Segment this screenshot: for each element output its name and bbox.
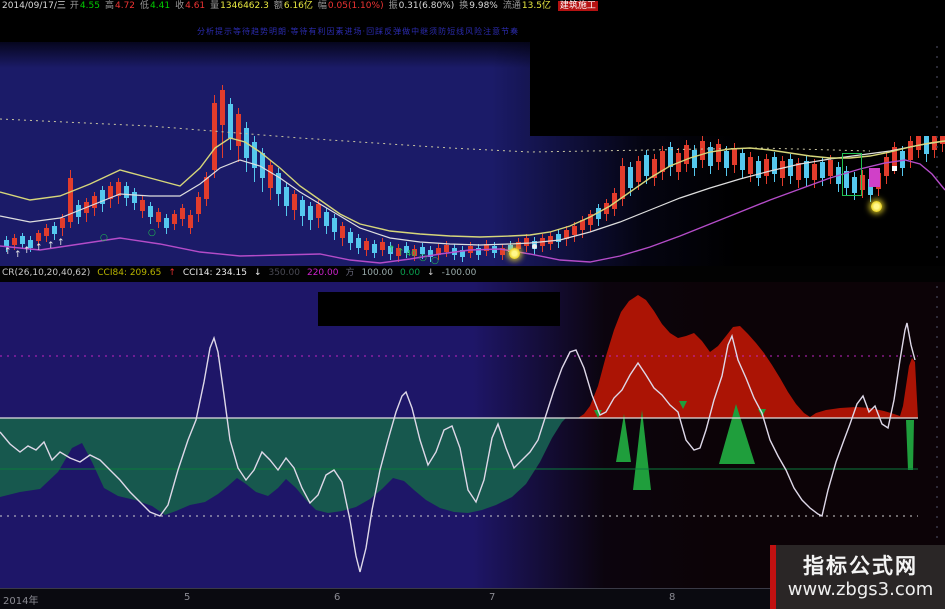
time-axis: 2014年 5 6 7 8 (0, 588, 945, 609)
right-axis-ticks (936, 286, 938, 584)
time-axis-label: 2014年 (3, 596, 39, 607)
signal-markers-layer: ↑↑↑↑↑↑○○↑↑40○○▼▼▼ (0, 42, 945, 284)
candlestick-panel[interactable]: ↑↑↑↑↑↑○○↑↑40○○▼▼▼ (0, 42, 945, 284)
blackout-region-indicator (318, 292, 560, 326)
indicator-header[interactable]: CR(26,10,20,40,62) CCI84: 209.65 ↑ CCI14: 2… (0, 266, 945, 282)
time-axis-label: 6 (334, 592, 341, 603)
watermark-url: www.zbgs3.com (787, 578, 934, 600)
cci-indicator-panel[interactable] (0, 282, 945, 588)
time-axis-label: 5 (184, 592, 191, 603)
right-axis-ticks (936, 46, 938, 262)
price-lines (0, 118, 945, 264)
sector-tag: 建筑施工 (557, 1, 598, 11)
cci-plot (0, 295, 918, 573)
time-axis-label: 8 (669, 592, 676, 603)
time-axis-label: 7 (489, 592, 496, 603)
blackout-region-top-right (530, 42, 945, 136)
faint-note: 分析提示等待趋势明朗·等待有利因素进场·回踩反弹做中继须防短线风险注意节奏 (197, 27, 520, 36)
watermark: 指标公式网 www.zbgs3.com (770, 545, 945, 609)
watermark-title: 指标公式网 (803, 553, 918, 578)
quote-info-bar: 2014/09/17/三 开4.55 高4.72 低4.41 收4.61 量1346462… (0, 0, 945, 14)
